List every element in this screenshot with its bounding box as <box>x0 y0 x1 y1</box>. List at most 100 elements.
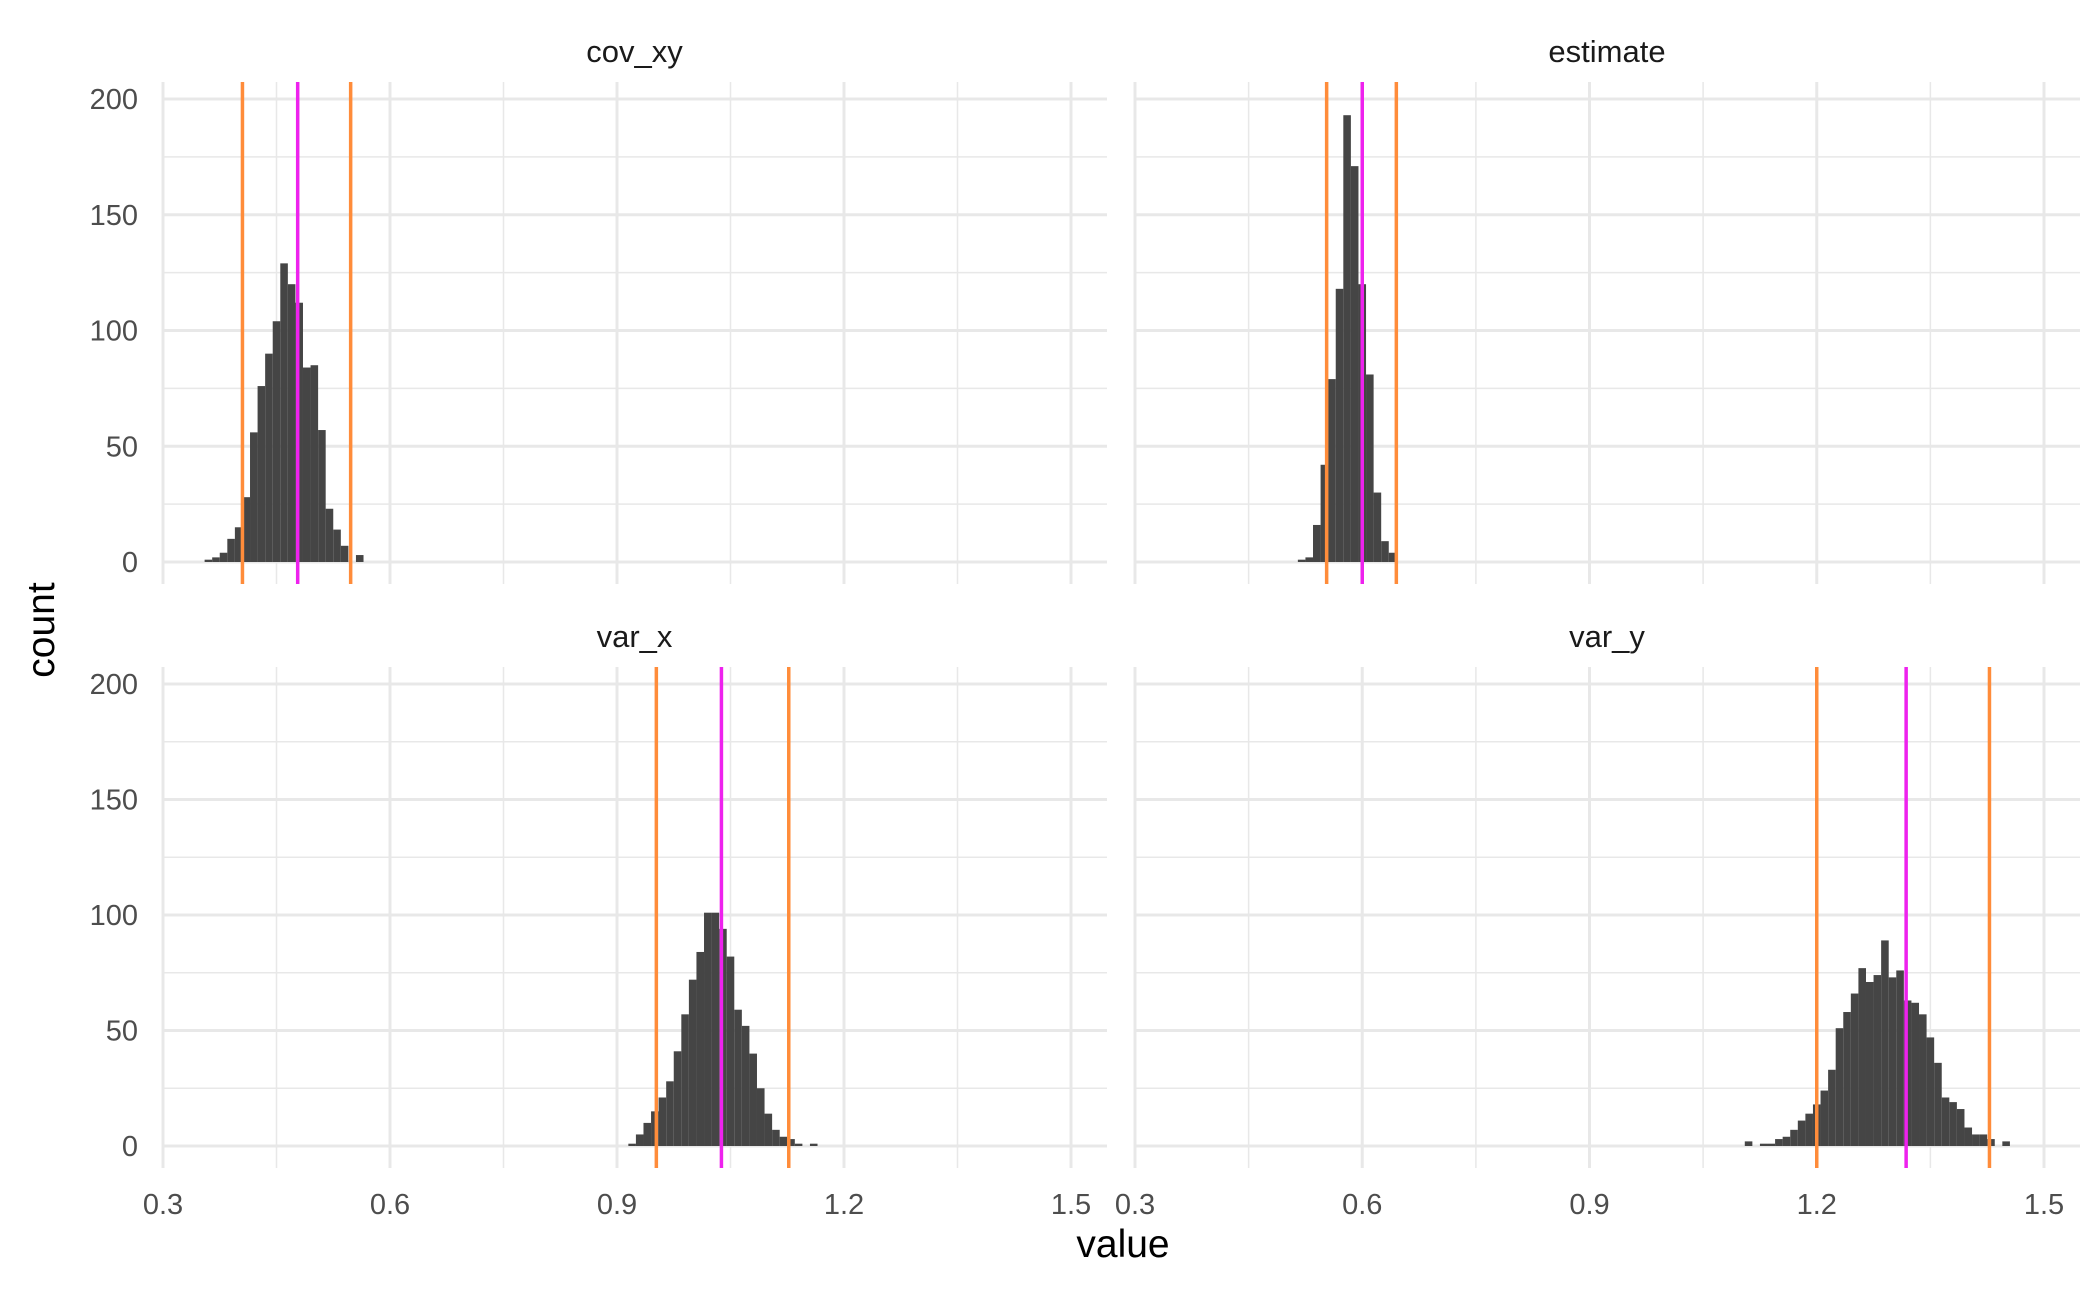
histogram-bar <box>1820 1090 1829 1146</box>
histogram-bar <box>749 1053 757 1146</box>
histogram-bar <box>1328 379 1336 562</box>
histogram-bar <box>212 557 220 562</box>
facet-label: cov_xy <box>586 34 683 69</box>
histogram-bar <box>1335 288 1344 562</box>
histogram-bar <box>809 1143 818 1146</box>
histogram-bar <box>1828 1069 1836 1146</box>
histogram-bar <box>1972 1134 1980 1146</box>
x-tick-label: 1.2 <box>824 1189 864 1221</box>
histogram-bar <box>628 1143 636 1146</box>
histogram-bar <box>1873 975 1882 1146</box>
histogram-bar <box>1305 557 1314 562</box>
histogram-bar <box>1782 1136 1791 1146</box>
histogram-bar <box>1297 559 1306 562</box>
histogram-bar <box>794 1143 803 1146</box>
x-tick-label: 0.6 <box>1342 1189 1382 1221</box>
histogram-bar <box>302 367 311 562</box>
y-tick-label: 150 <box>90 200 138 232</box>
histogram-bar <box>711 912 720 1146</box>
histogram-bar <box>1366 374 1374 562</box>
histogram-bar <box>1343 115 1351 562</box>
y-tick-label: 50 <box>106 1016 138 1048</box>
histogram-bar <box>1843 1012 1851 1146</box>
histogram-bar <box>310 365 319 562</box>
x-tick-label: 1.2 <box>1797 1189 1837 1221</box>
x-tick-label: 0.3 <box>143 1189 183 1221</box>
histogram-bar <box>673 1051 682 1146</box>
histogram-bar <box>1919 1014 1927 1146</box>
panel-var_y: var_y 0.3 0.6 0.9 1.2 1.5 <box>1115 619 2080 1221</box>
panels-layer: cov_xy 0 50 100 150 200 estimate var_x 0 50 100 150… <box>90 34 2080 1221</box>
histogram-bar <box>756 1088 765 1146</box>
histogram-bar <box>1926 1037 1935 1146</box>
histogram-bar <box>1320 464 1329 562</box>
histogram-bar <box>658 1097 667 1146</box>
y-tick-label: 150 <box>90 785 138 817</box>
histogram-bar <box>287 284 296 562</box>
histogram-bar <box>1949 1102 1957 1146</box>
histogram-bar <box>272 321 281 562</box>
histogram-bar <box>1979 1134 1988 1146</box>
histogram-bar <box>1388 552 1397 562</box>
histogram-bar <box>2002 1141 2010 1146</box>
histogram-bar <box>1350 166 1359 562</box>
histogram-bar <box>1934 1062 1942 1146</box>
histogram-bar <box>635 1134 644 1146</box>
histogram-bar <box>280 263 288 562</box>
histogram-bar <box>666 1081 674 1146</box>
y-tick-label: 200 <box>90 84 138 116</box>
y-tick-label: 100 <box>90 316 138 348</box>
histogram-bar <box>1797 1120 1806 1146</box>
x-tick-label: 0.9 <box>1569 1189 1609 1221</box>
histogram-bar <box>696 951 705 1146</box>
histogram-bar <box>1790 1129 1798 1146</box>
histogram-bar <box>1381 541 1389 562</box>
histogram-bar <box>734 1009 742 1146</box>
histogram-bar <box>227 538 235 562</box>
histogram-bar <box>242 497 251 562</box>
panel-estimate: estimate <box>1133 34 2080 584</box>
histogram-bar <box>643 1122 652 1146</box>
y-tick-label: 0 <box>122 1131 138 1163</box>
histogram-bar <box>355 555 364 562</box>
histogram-bar <box>1805 1113 1813 1146</box>
histogram-bar <box>1964 1127 1973 1146</box>
y-tick-label: 200 <box>90 669 138 701</box>
histogram-bar <box>779 1136 788 1146</box>
histogram-bar <box>219 552 228 562</box>
histogram-bar <box>340 545 349 562</box>
histogram-bar <box>1865 981 1874 1146</box>
histogram-bar <box>741 1025 750 1146</box>
histogram-bar <box>234 527 243 562</box>
histogram-bar <box>1744 1141 1753 1146</box>
histogram-bar <box>204 559 213 562</box>
histogram-bar <box>1896 970 1904 1146</box>
y-axis-title: count <box>20 582 63 678</box>
histogram-bar <box>1881 940 1889 1146</box>
histogram-bar <box>1767 1143 1776 1146</box>
x-tick-label: 0.9 <box>597 1189 637 1221</box>
panel-cov_xy: cov_xy 0 50 100 150 200 <box>90 34 1107 584</box>
histogram-bar <box>1835 1028 1844 1146</box>
x-tick-label: 1.5 <box>2024 1189 2064 1221</box>
histogram-bar <box>257 386 266 562</box>
histogram-bar <box>1759 1143 1768 1146</box>
x-tick-label: 0.3 <box>1115 1189 1155 1221</box>
histogram-bar <box>1941 1097 1950 1146</box>
histogram-bar <box>704 912 712 1146</box>
histogram-bar <box>1956 1109 1965 1146</box>
histogram-bar <box>681 1014 689 1146</box>
x-tick-label: 0.6 <box>370 1189 410 1221</box>
x-tick-label: 1.5 <box>1051 1189 1091 1221</box>
histogram-bar <box>333 529 341 562</box>
panel-var_x: var_x 0 50 100 150 200 0.3 0.6 0.9 1.2 1.5 <box>90 619 1107 1221</box>
histogram-bar <box>250 432 258 562</box>
facet-label: estimate <box>1548 34 1665 69</box>
histogram-bar <box>1850 993 1859 1146</box>
histogram-bar <box>1775 1139 1783 1146</box>
facet-label: var_x <box>597 619 673 654</box>
histogram-bar <box>1911 1002 1920 1146</box>
histogram-bar <box>1313 524 1321 562</box>
histogram-bar <box>787 1139 795 1146</box>
